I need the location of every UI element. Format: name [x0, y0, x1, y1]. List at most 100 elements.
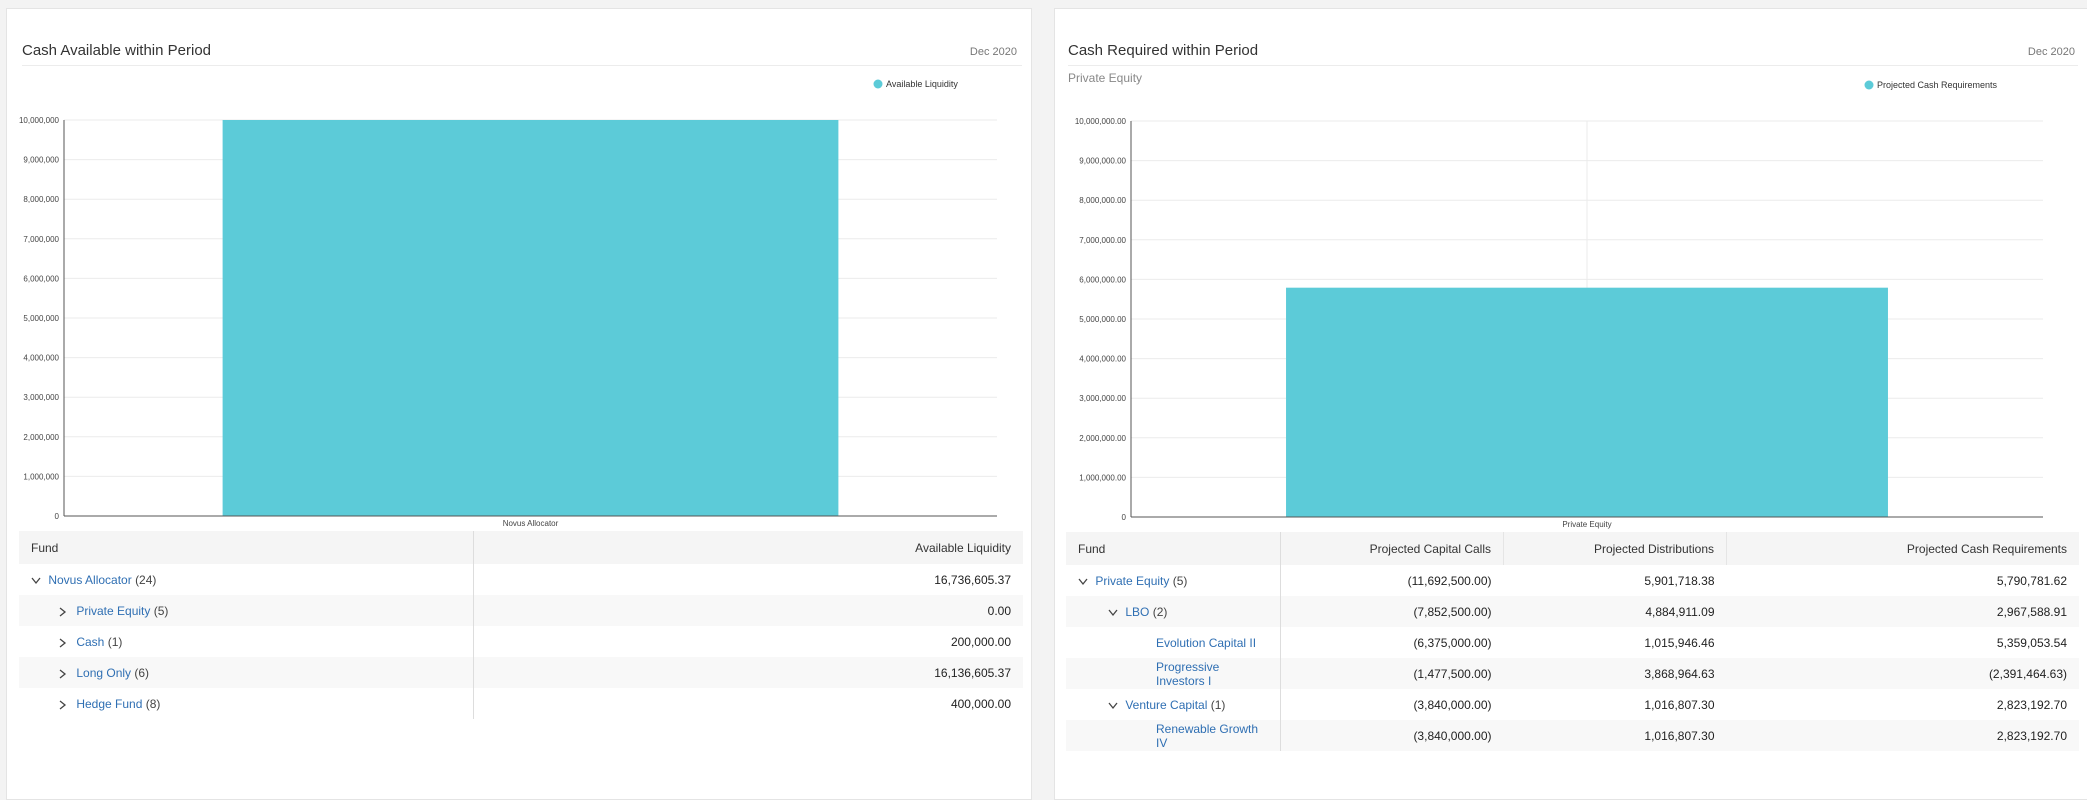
distributions-cell: 1,016,807.30	[1644, 697, 1715, 712]
y-tick-label: 9,000,000	[23, 156, 59, 165]
y-tick-label: 1,000,000.00	[1079, 473, 1126, 482]
available-liquidity-chart: 0 1,000,000 2,000,000 3,000,000 4,000,000 5,0…	[19, 79, 997, 528]
distributions-cell: 5,901,718.38	[1644, 573, 1715, 588]
cash-requirements-cell: 5,790,781.62	[1996, 573, 2067, 588]
cash-required-panel: Cash Required within Period Dec 2020 Pri…	[1054, 8, 2087, 800]
table-row: Renewable Growth IV (3,840,000.00) 1,016…	[1066, 720, 2079, 751]
chevron-down-icon[interactable]	[31, 572, 45, 587]
chevron-down-icon[interactable]	[1078, 573, 1092, 588]
table-row: Evolution Capital II (6,375,000.00) 1,01…	[1066, 627, 2079, 658]
y-tick-label: 1,000,000	[23, 472, 59, 481]
value-cell: 200,000.00	[950, 634, 1011, 649]
fund-link[interactable]: Hedge Fund	[76, 697, 143, 711]
cash-requirements-cell: 2,823,192.70	[1726, 720, 2079, 751]
col-fund[interactable]: Fund	[1066, 532, 1281, 565]
divider	[22, 65, 1022, 66]
cash-requirements-cell: 5,359,053.54	[1996, 635, 2067, 650]
table-row: Venture Capital (1) (3,840,000.00) 1,016…	[1066, 689, 2079, 720]
y-tick-label: 3,000,000.00	[1079, 394, 1126, 403]
fund-link[interactable]: Long Only	[76, 666, 132, 680]
y-tick-label: 4,000,000	[23, 354, 59, 363]
cash-requirements-cell: 2,967,588.91	[1726, 596, 2079, 627]
fund-link[interactable]: LBO	[1125, 605, 1150, 619]
divider	[1068, 65, 2078, 66]
fund-link[interactable]: Progressive Investors I	[1156, 659, 1220, 688]
col-projected-cash-requirements[interactable]: Projected Cash Requirements	[1726, 532, 2079, 565]
fund-link[interactable]: Private Equity	[76, 604, 151, 618]
capital-calls-cell: (3,840,000.00)	[1413, 697, 1492, 712]
fund-count: (2)	[1152, 605, 1168, 619]
x-tick-label: Private Equity	[1562, 520, 1611, 529]
capital-calls-cell: (7,852,500.00)	[1280, 596, 1504, 627]
y-tick-label: 2,000,000.00	[1079, 434, 1126, 443]
fund-count: (6)	[134, 666, 150, 680]
cash-requirements-cell: (2,391,464.63)	[1726, 658, 2079, 689]
fund-count: (24)	[135, 573, 157, 587]
table-row: Hedge Fund (8) 400,000.00	[19, 688, 1023, 719]
y-tick-label: 6,000,000.00	[1079, 275, 1126, 284]
table-row: Private Equity (5) 0.00	[19, 595, 1023, 626]
cash-available-panel: Cash Available within Period Dec 2020 0 1…	[6, 8, 1032, 800]
projected-cash-table: Fund Projected Capital Calls Projected D…	[1066, 532, 2079, 751]
y-tick-label: 9,000,000.00	[1079, 157, 1126, 166]
y-tick-label: 0	[55, 512, 60, 521]
chevron-right-icon[interactable]	[59, 603, 73, 618]
legend-label: Projected Cash Requirements	[1877, 80, 1998, 90]
y-tick-label: 10,000,000	[19, 116, 60, 125]
available-liquidity-table: Fund Available Liquidity Novus Allocator…	[19, 531, 1023, 719]
value-cell: 16,136,605.37	[473, 657, 1023, 688]
chevron-right-icon[interactable]	[59, 634, 73, 649]
period-date: Dec 2020	[969, 46, 1017, 58]
distributions-cell: 3,868,964.63	[1503, 658, 1727, 689]
col-available-liquidity[interactable]: Available Liquidity	[473, 531, 1023, 564]
y-tick-label: 7,000,000.00	[1079, 236, 1126, 245]
fund-count: (1)	[1210, 698, 1226, 712]
distributions-cell: 1,015,946.46	[1644, 635, 1715, 650]
table-row: Novus Allocator (24) 16,736,605.37	[19, 564, 1023, 595]
fund-link[interactable]: Novus Allocator	[48, 573, 132, 587]
y-tick-label: 10,000,000.00	[1075, 117, 1127, 126]
y-tick-label: 3,000,000	[23, 393, 59, 402]
panel-subtitle: Private Equity	[1068, 71, 1143, 85]
fund-link[interactable]: Cash	[76, 635, 105, 649]
y-tick-label: 6,000,000	[23, 274, 59, 283]
distributions-cell: 4,884,911.09	[1503, 596, 1727, 627]
y-tick-label: 7,000,000	[23, 235, 59, 244]
value-cell: 16,736,605.37	[934, 572, 1011, 587]
fund-link[interactable]: Venture Capital	[1125, 698, 1208, 712]
chevron-right-icon[interactable]	[59, 665, 73, 680]
col-fund[interactable]: Fund	[19, 531, 474, 564]
fund-link[interactable]: Private Equity	[1095, 574, 1170, 588]
col-projected-distributions[interactable]: Projected Distributions	[1503, 532, 1727, 565]
table-row: Private Equity (5) (11,692,500.00) 5,901…	[1066, 565, 2079, 596]
chevron-right-icon[interactable]	[59, 696, 73, 711]
x-tick-label: Novus Allocator	[503, 519, 559, 528]
legend-label: Available Liquidity	[886, 79, 958, 89]
y-tick-label: 0	[1122, 513, 1127, 522]
capital-calls-cell: (1,477,500.00)	[1280, 658, 1504, 689]
chevron-down-icon[interactable]	[1108, 604, 1122, 619]
capital-calls-cell: (11,692,500.00)	[1407, 573, 1492, 588]
panel-title: Cash Required within Period	[1068, 42, 1259, 59]
y-tick-label: 5,000,000	[23, 314, 59, 323]
col-projected-capital-calls[interactable]: Projected Capital Calls	[1280, 532, 1504, 565]
table-row: Cash (1) 200,000.00	[19, 626, 1023, 657]
fund-link[interactable]: Evolution Capital II	[1156, 635, 1257, 650]
table-row: Long Only (6) 16,136,605.37	[19, 657, 1023, 688]
legend-marker-icon	[1864, 80, 1874, 90]
distributions-cell: 1,016,807.30	[1503, 720, 1727, 751]
bar	[1286, 287, 1888, 517]
value-cell: 0.00	[473, 595, 1023, 626]
fund-count: (5)	[153, 604, 169, 618]
fund-count: (1)	[107, 635, 123, 649]
capital-calls-cell: (3,840,000.00)	[1280, 720, 1504, 751]
period-date: Dec 2020	[2027, 46, 2075, 58]
table-row: Progressive Investors I (1,477,500.00) 3…	[1066, 658, 2079, 689]
y-tick-label: 2,000,000	[23, 433, 59, 442]
chevron-down-icon[interactable]	[1108, 697, 1122, 712]
y-tick-label: 8,000,000.00	[1079, 196, 1126, 205]
fund-link[interactable]: Renewable Growth IV	[1156, 721, 1259, 750]
fund-count: (8)	[145, 697, 161, 711]
y-tick-label: 5,000,000.00	[1079, 315, 1126, 324]
y-tick-label: 8,000,000	[23, 195, 59, 204]
